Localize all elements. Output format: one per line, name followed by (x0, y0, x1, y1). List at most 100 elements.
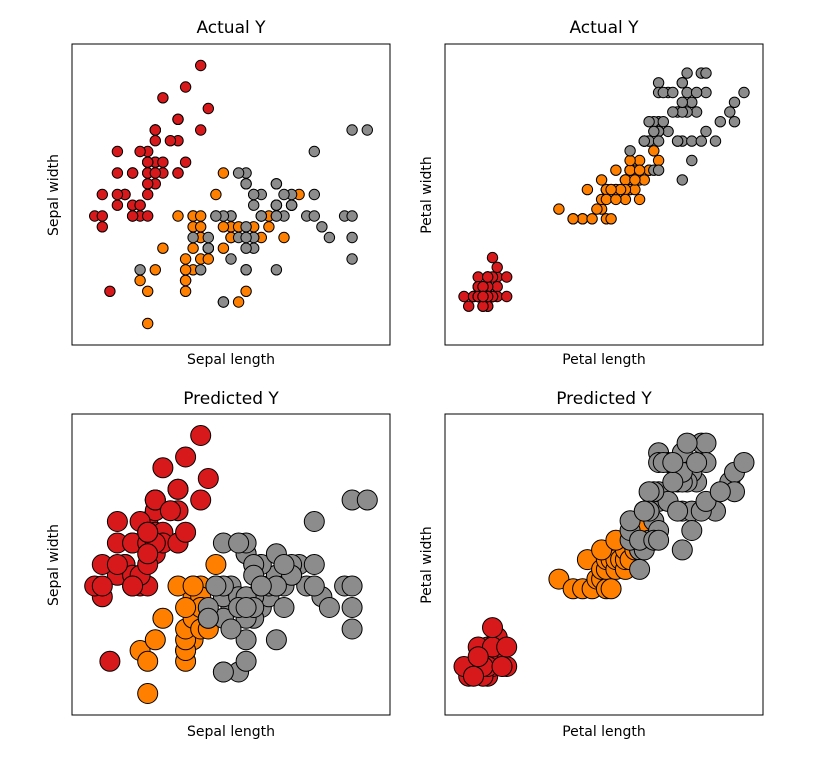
data-point-red (179, 156, 192, 168)
data-point-gray (709, 135, 722, 147)
data-point-red (96, 188, 109, 201)
data-point-red (122, 575, 144, 597)
data-point-red (491, 261, 503, 273)
data-point-orange (633, 164, 646, 176)
data-point-gray (346, 210, 358, 222)
data-point-red (467, 646, 489, 668)
data-point-gray (686, 452, 708, 473)
data-point-red (197, 468, 219, 489)
chart-title: Predicted Y (556, 389, 652, 409)
data-point-orange (195, 210, 207, 222)
data-point-red (111, 167, 124, 179)
data-point-gray (197, 607, 219, 629)
data-point-red (164, 135, 177, 147)
data-point-orange (157, 242, 169, 254)
data-point-red (91, 575, 113, 597)
data-point-gray (690, 86, 703, 99)
data-point-gray (695, 135, 707, 147)
data-point-orange (182, 575, 204, 597)
data-point-gray (273, 554, 295, 575)
data-point-red (477, 290, 489, 303)
data-point-red (491, 281, 503, 293)
data-point-orange (217, 242, 230, 254)
data-point-gray (240, 231, 252, 244)
data-point-gray (235, 597, 257, 618)
data-point-gray (671, 539, 693, 561)
data-point-orange (600, 578, 622, 600)
data-point-red (190, 425, 212, 446)
data-point-gray (643, 116, 655, 128)
data-point-gray (346, 253, 358, 265)
data-point-red (96, 210, 109, 222)
data-point-red (486, 251, 499, 264)
data-point-gray (738, 86, 750, 99)
data-point-orange (633, 154, 646, 167)
data-point-gray (638, 135, 650, 147)
data-point-gray (323, 231, 336, 244)
data-point-orange (172, 210, 184, 222)
data-point-gray (303, 575, 325, 597)
data-point-gray (662, 452, 684, 473)
panel-predicted-sepal: Predicted Y Sepal length Sepal width (46, 389, 391, 740)
y-axis-label: Petal width (419, 156, 435, 234)
data-point-gray (686, 96, 698, 109)
data-point-orange (614, 183, 627, 196)
data-point-orange (595, 174, 608, 186)
data-point-red (104, 285, 116, 297)
data-point-gray (240, 178, 252, 190)
data-point-gray (695, 432, 717, 454)
data-point-orange (605, 213, 617, 225)
data-point-gray (212, 661, 234, 683)
data-point-gray (225, 253, 237, 265)
data-point-gray (648, 125, 660, 138)
data-point-gray (270, 264, 283, 276)
data-point-orange (217, 221, 230, 233)
points-layer (458, 67, 750, 312)
data-point-gray (724, 106, 736, 118)
data-point-gray (278, 188, 290, 201)
data-point-gray (303, 511, 325, 532)
data-point-red (463, 300, 475, 312)
data-point-orange (591, 203, 603, 215)
data-point-red (134, 145, 146, 158)
data-point-gray (638, 481, 660, 503)
points-layer (453, 432, 755, 687)
data-point-gray (652, 164, 665, 176)
data-point-gray (316, 221, 328, 233)
data-point-gray (217, 296, 230, 308)
data-point-orange (137, 683, 159, 704)
chart-title: Actual Y (569, 18, 639, 38)
data-point-gray (134, 264, 146, 276)
data-point-gray (728, 96, 741, 109)
data-point-gray (270, 199, 283, 211)
data-point-gray (195, 264, 207, 276)
data-point-gray (255, 210, 267, 222)
data-point-gray (681, 67, 693, 79)
data-point-gray (667, 86, 679, 99)
data-point-gray (265, 629, 287, 651)
data-point-red (482, 271, 494, 283)
data-point-orange (195, 221, 207, 233)
data-point-gray (700, 125, 712, 138)
data-point-orange (187, 242, 199, 254)
data-point-red (458, 290, 470, 303)
data-point-red (179, 81, 192, 93)
data-point-orange (179, 253, 192, 265)
data-point-red (142, 210, 154, 222)
data-point-gray (240, 264, 252, 276)
data-point-gray (648, 529, 670, 551)
data-point-orange (217, 167, 230, 179)
data-point-red (172, 167, 184, 179)
data-point-red (167, 478, 189, 500)
data-point-gray (250, 575, 272, 597)
data-point-orange (619, 174, 632, 186)
data-point-gray (308, 210, 320, 222)
data-point-gray (248, 188, 260, 201)
panel-actual-petal: Actual Y Petal length Petal width (419, 18, 764, 368)
data-point-orange (205, 554, 227, 575)
data-point-gray (303, 554, 325, 575)
x-axis-label: Petal length (562, 352, 646, 368)
data-point-gray (652, 135, 665, 147)
data-point-red (149, 135, 162, 147)
data-point-orange (624, 154, 636, 167)
